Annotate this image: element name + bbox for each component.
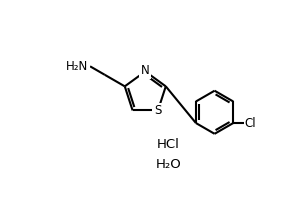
Text: H₂O: H₂O xyxy=(155,158,181,171)
Text: S: S xyxy=(154,104,162,117)
Text: Cl: Cl xyxy=(245,116,256,130)
Text: H₂N: H₂N xyxy=(66,60,88,73)
Text: N: N xyxy=(141,64,150,77)
Text: HCl: HCl xyxy=(157,138,180,151)
